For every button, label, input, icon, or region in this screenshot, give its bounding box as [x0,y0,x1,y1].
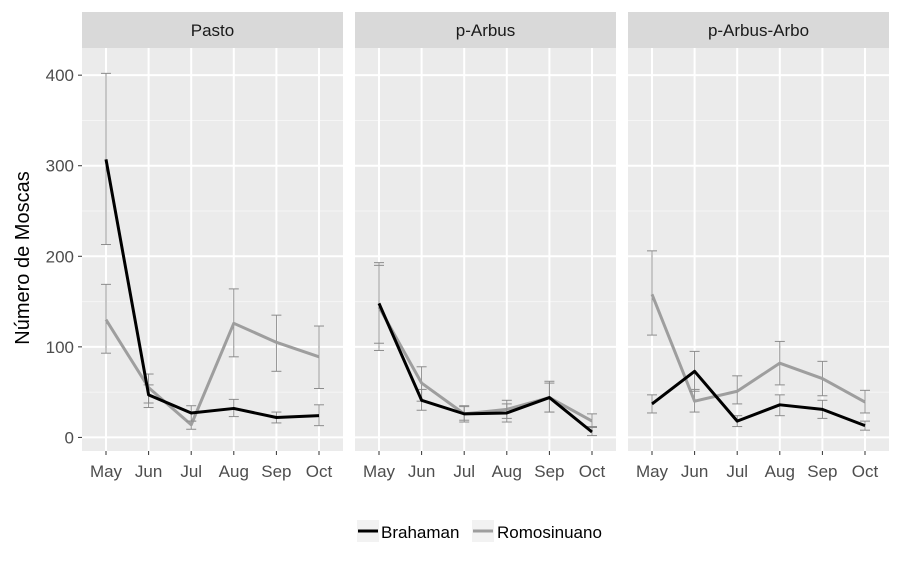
error-bar [647,250,657,336]
legend: Brahaman Romosinuano [357,520,602,542]
x-tick-label: May [363,462,396,481]
y-tick-label: 100 [46,338,74,357]
panel-background [628,48,889,451]
y-tick-label: 200 [46,247,74,266]
x-tick-label: Oct [579,462,606,481]
x-tick-label: Sep [807,462,837,481]
x-tick-label: Jul [453,462,475,481]
x-tick-label: Oct [852,462,879,481]
legend-item-brahaman: Brahaman [357,520,459,542]
series-line-brahaman [651,369,866,428]
legend-item-romosinuano: Romosinuano [472,520,602,542]
series-line-romosinuano [650,293,866,404]
facet-strip [82,12,343,48]
series-line-romosinuano [104,318,320,427]
x-tick-label: Jun [135,462,162,481]
x-tick-label: May [90,462,123,481]
x-tick-label: Sep [261,462,291,481]
x-tick-label: Jun [408,462,435,481]
y-tick-label: 400 [46,66,74,85]
panel-background [82,48,343,451]
x-tick-label: May [636,462,669,481]
panel-background [355,48,616,451]
x-tick-label: Jun [681,462,708,481]
legend-label: Brahaman [381,523,459,542]
x-tick-label: Aug [219,462,249,481]
error-bar [374,262,384,344]
facet-label: p-Arbus-Arbo [708,21,809,40]
error-bar [101,283,111,354]
x-tick-label: Aug [765,462,795,481]
x-tick-label: Aug [492,462,522,481]
facet-strip [355,12,616,48]
series-line-brahaman [377,302,593,434]
x-tick-label: Sep [534,462,564,481]
x-tick-label: Jul [726,462,748,481]
facet-label: Pasto [191,21,234,40]
error-bar [314,404,324,427]
series-line-brahaman [104,159,320,419]
facet-label: p-Arbus [456,21,516,40]
y-tick-label: 0 [65,428,74,447]
x-tick-label: Jul [180,462,202,481]
facet-strip [628,12,889,48]
panel-p-arbus-arbo: p-Arbus-Arbo May Jun Jul Aug Sep Oct [628,12,889,481]
y-axis-title: Número de Moscas [12,171,34,344]
error-bar [314,325,324,390]
error-bar [101,72,111,246]
y-tick-label: 300 [46,157,74,176]
panel-pasto: Pasto May Jun Jul Aug Sep Oct 0 100 200 300 400 [46,12,343,481]
legend-label: Romosinuano [497,523,602,542]
panel-p-arbus: p-Arbus May Jun Jul Aug Sep Oct [355,12,616,481]
x-tick-label: Oct [306,462,333,481]
